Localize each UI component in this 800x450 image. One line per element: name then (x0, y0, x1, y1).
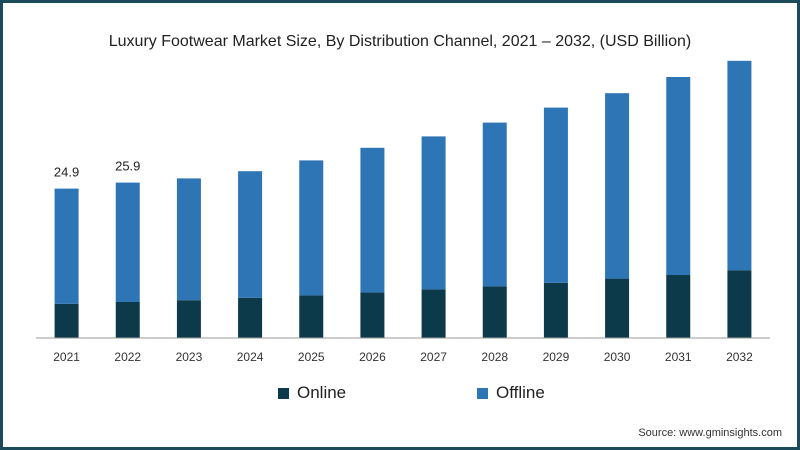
bar-offline-2030 (605, 93, 630, 279)
bar-offline-2022 (115, 182, 140, 302)
bar-online-2021 (54, 303, 79, 338)
x-tick-2031: 2031 (665, 350, 692, 364)
x-tick-2021: 2021 (53, 350, 80, 364)
data-labels: 24.9 25.9 (54, 159, 140, 180)
bar-online-2030 (605, 278, 630, 338)
x-tick-2022: 2022 (114, 350, 141, 364)
bar-online-2023 (176, 300, 201, 338)
bar-offline-2026 (360, 147, 385, 293)
x-tick-labels: 2021 2022 2023 2024 2025 2026 2027 2028 2029 2030… (53, 350, 753, 364)
bar-online-2028 (482, 286, 507, 338)
bar-online-2029 (543, 282, 568, 338)
bars-group (54, 60, 752, 338)
bar-online-2025 (299, 295, 324, 338)
legend-label-online: Online (297, 383, 347, 402)
bar-offline-2025 (299, 160, 324, 296)
x-tick-2029: 2029 (543, 350, 570, 364)
bar-online-2032 (727, 270, 752, 338)
legend-swatch-online (278, 387, 289, 399)
x-tick-2024: 2024 (237, 350, 264, 364)
bar-online-2024 (238, 297, 263, 338)
bar-offline-2028 (482, 122, 507, 287)
data-label-2021: 24.9 (54, 165, 79, 180)
x-tick-2026: 2026 (359, 350, 386, 364)
chart-title: Luxury Footwear Market Size, By Distribu… (108, 33, 692, 50)
legend-swatch-offline (477, 387, 488, 399)
legend-label-offline: Offline (496, 383, 545, 402)
bar-offline-2032 (727, 60, 752, 271)
bar-offline-2021 (54, 188, 79, 304)
x-tick-2032: 2032 (726, 350, 753, 364)
bar-offline-2029 (543, 107, 568, 283)
bar-online-2031 (666, 275, 691, 338)
x-tick-2025: 2025 (298, 350, 325, 364)
bar-online-2022 (115, 302, 140, 338)
data-label-2022: 25.9 (115, 159, 140, 174)
legend-item-offline: Offline (477, 381, 545, 405)
source-note: Source: www.gminsights.com (638, 427, 782, 439)
bar-offline-2027 (421, 136, 446, 290)
x-tick-2028: 2028 (481, 350, 508, 364)
x-tick-2027: 2027 (420, 350, 447, 364)
bar-online-2026 (360, 292, 385, 338)
legend-item-online: Online (278, 381, 346, 405)
bar-offline-2023 (176, 178, 201, 301)
bar-offline-2031 (666, 77, 691, 275)
bar-offline-2024 (238, 171, 263, 298)
bar-online-2027 (421, 289, 446, 338)
x-tick-2030: 2030 (604, 350, 631, 364)
x-tick-2023: 2023 (176, 350, 203, 364)
